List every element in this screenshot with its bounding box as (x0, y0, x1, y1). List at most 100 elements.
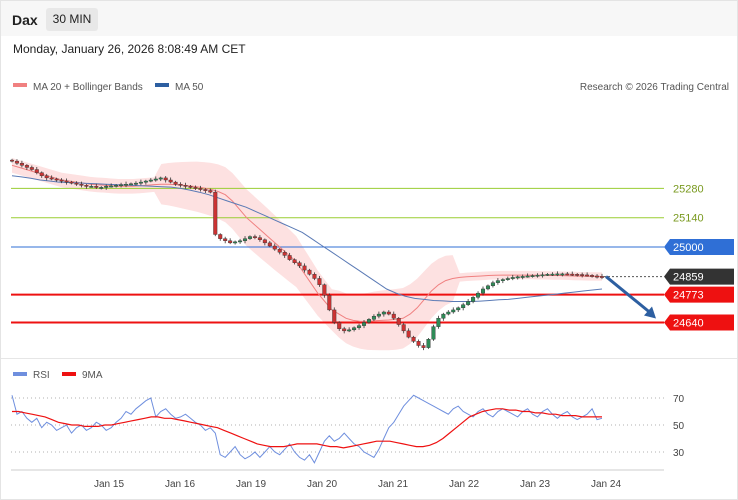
candle (530, 274, 535, 278)
candle-body (505, 278, 510, 280)
candle (247, 235, 252, 240)
candle (376, 311, 381, 319)
candle (500, 278, 505, 284)
candle (84, 183, 89, 189)
candle-body (510, 277, 515, 279)
timeframe-button[interactable]: 30 MIN (46, 8, 98, 31)
candle-body (431, 326, 436, 340)
candle (24, 164, 29, 170)
candle (243, 236, 248, 244)
x-tick-label: Jan 23 (520, 479, 550, 490)
candle (535, 273, 540, 278)
forecast-arrow-line (605, 275, 651, 314)
candle (456, 306, 461, 312)
candle (540, 272, 545, 278)
candle-body (148, 179, 153, 182)
candle-body (471, 297, 476, 302)
candle (54, 177, 59, 182)
candle-body (208, 190, 213, 193)
candle-body (233, 241, 238, 244)
candle (446, 310, 451, 316)
candle-body (44, 175, 49, 179)
candle (203, 188, 208, 193)
candle (74, 181, 79, 186)
level-tag-24640 (664, 314, 734, 331)
candle (173, 180, 178, 186)
rsi-ma-legend-label: 9MA (82, 370, 103, 381)
candle (158, 176, 163, 182)
candle (471, 296, 476, 304)
candle (570, 271, 575, 276)
candle (198, 185, 203, 192)
level-label-24859: 24859 (673, 272, 704, 284)
candle-body (64, 180, 69, 183)
candle (29, 165, 34, 171)
candle-body (188, 186, 193, 188)
candle-body (203, 189, 208, 191)
candle (183, 182, 188, 189)
candle (163, 176, 168, 183)
candle-body (109, 185, 114, 188)
candle (297, 260, 302, 268)
candle-body (530, 275, 535, 277)
candle-body (312, 274, 317, 279)
candle (312, 272, 317, 281)
candle-body (550, 273, 555, 276)
candle-body (277, 248, 282, 253)
candle-body (570, 273, 575, 276)
candle-body (74, 182, 79, 185)
candle (262, 238, 267, 246)
candle-body (391, 313, 396, 319)
candle-body (580, 274, 585, 276)
level-tag-25000 (664, 239, 734, 256)
candle-body (560, 273, 565, 276)
candle-body (322, 284, 327, 296)
candle (441, 312, 446, 321)
candle (575, 273, 580, 277)
candle (406, 328, 411, 339)
candle-body (133, 182, 138, 185)
candle-body (94, 186, 99, 188)
candle (168, 177, 173, 184)
candle-body (173, 181, 178, 185)
candle-body (342, 328, 347, 332)
x-tick-label: Jan 21 (378, 479, 408, 490)
candle-body (456, 307, 461, 311)
candle (9, 158, 14, 163)
candle-body (441, 313, 446, 319)
ma50-legend-label: MA 50 (175, 82, 204, 93)
candle-body (347, 329, 352, 332)
candle (228, 238, 233, 245)
candle (565, 271, 570, 276)
top-bar: Dax 30 MIN (1, 1, 737, 36)
level-label-25280: 25280 (673, 183, 704, 195)
symbol-name: Dax (12, 12, 38, 28)
candle (69, 180, 74, 185)
candle-body (238, 240, 243, 243)
candle-body (476, 292, 481, 298)
candle-body (411, 336, 416, 342)
candle (426, 337, 431, 349)
candle-body (446, 311, 451, 315)
level-tag-24773 (664, 286, 734, 303)
candle (257, 235, 262, 242)
candle-body (332, 309, 337, 323)
candle (391, 311, 396, 320)
candle (109, 183, 114, 188)
candle-body (114, 185, 119, 187)
candle-body (163, 177, 168, 181)
candle-body (119, 184, 124, 187)
candle-body (317, 278, 322, 285)
candle (44, 173, 49, 181)
candle (332, 307, 337, 325)
candle (585, 272, 590, 277)
candle-body (451, 309, 456, 313)
candle-body (302, 265, 307, 271)
candle (421, 343, 426, 351)
candle (252, 234, 257, 240)
candle-body (49, 177, 54, 180)
candle (600, 273, 605, 280)
candle-body (371, 315, 376, 320)
candle-body (401, 324, 406, 332)
candle (322, 283, 327, 298)
